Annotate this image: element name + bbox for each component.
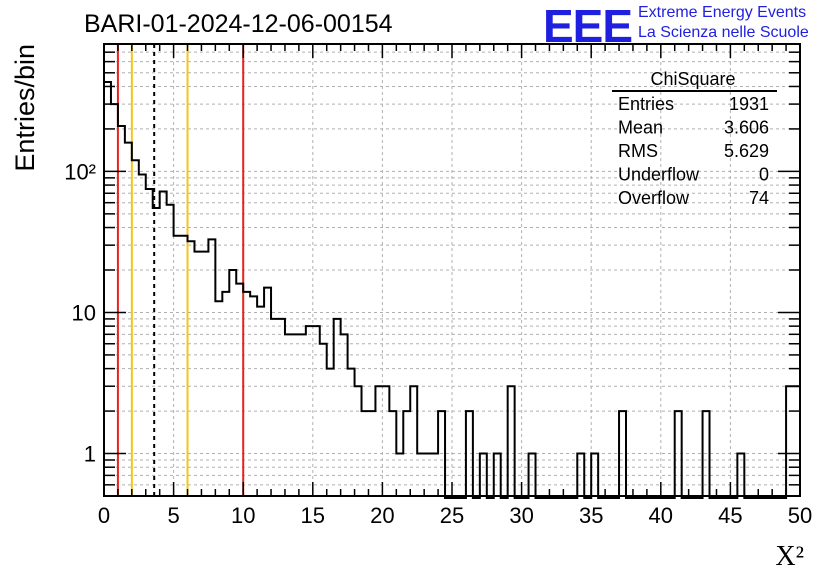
logo-subtitle-line2: La Scienza nelle Scuole: [638, 24, 809, 41]
x-tick-label: 30: [509, 503, 533, 528]
x-axis-label: X²: [775, 541, 804, 572]
x-tick-label: 45: [718, 503, 742, 528]
x-tick-label: 25: [440, 503, 464, 528]
stats-row-label: Entries: [618, 94, 674, 114]
y-axis-label: Entries/bin: [10, 44, 40, 172]
x-tick-label: 0: [98, 503, 110, 528]
histogram-line: [104, 81, 800, 499]
stats-row-label: Underflow: [618, 165, 700, 185]
stats-row-value: 74: [749, 188, 769, 208]
x-tick-label: 15: [301, 503, 325, 528]
x-tick-label: 20: [370, 503, 394, 528]
x-tick-labels: 0 5 10 15 20 25 30 35 40 45 50: [98, 503, 812, 528]
grid: [104, 44, 800, 496]
x-tick-label: 40: [649, 503, 673, 528]
stats-row-value: 0: [759, 165, 769, 185]
y-tick-label: 10²: [64, 159, 96, 184]
stats-row-label: Mean: [618, 118, 663, 138]
axis-ticks: [103, 43, 801, 497]
y-tick-label: 1: [84, 442, 96, 467]
x-tick-label: 10: [231, 503, 255, 528]
y-tick-labels: 1 10 10²: [64, 159, 96, 466]
logo-mark: EEE: [543, 0, 633, 52]
y-tick-label: 10: [72, 300, 96, 325]
stats-row-label: Overflow: [618, 188, 690, 208]
stats-row-value: 5.629: [724, 141, 769, 161]
logo-subtitle-line1: Extreme Energy Events: [638, 4, 807, 21]
x-tick-label: 5: [167, 503, 179, 528]
stats-row-value: 3.606: [724, 118, 769, 138]
stats-row-value: 1931: [729, 94, 769, 114]
chart-title: BARI-01-2024-12-06-00154: [84, 10, 393, 38]
stats-row-label: RMS: [618, 141, 658, 161]
x-tick-label: 50: [788, 503, 812, 528]
x-tick-label: 35: [579, 503, 603, 528]
stats-box: ChiSquare Entries 1931 Mean 3.606 RMS 5.629 Un…: [612, 69, 777, 208]
stats-title: ChiSquare: [650, 69, 735, 89]
